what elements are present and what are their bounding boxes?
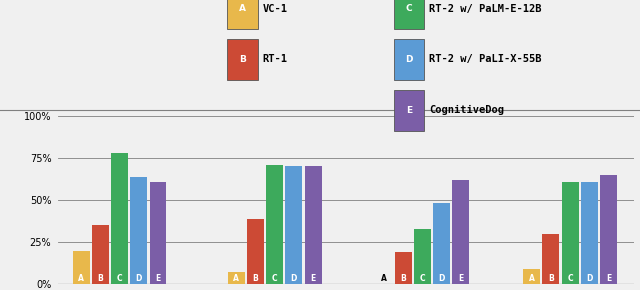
Text: D: D (291, 274, 297, 283)
Text: D: D (438, 274, 445, 283)
Bar (543, 234, 559, 284)
Bar (600, 175, 617, 284)
Text: B: B (401, 274, 406, 283)
Text: VC-1: VC-1 (262, 4, 287, 14)
Text: E: E (156, 274, 161, 283)
Bar (395, 252, 412, 284)
Bar (150, 182, 166, 284)
Bar (414, 229, 431, 284)
Text: A: A (381, 274, 387, 283)
Bar (247, 219, 264, 284)
Text: A: A (78, 274, 84, 283)
Bar (581, 182, 598, 284)
Text: E: E (458, 274, 463, 283)
Bar (266, 165, 283, 284)
Bar (92, 225, 109, 284)
Bar (285, 166, 302, 284)
Text: RT-2 w/ PaLM-E-12B: RT-2 w/ PaLM-E-12B (429, 4, 541, 14)
Text: C: C (272, 274, 278, 283)
Text: A: A (239, 4, 246, 13)
Text: C: C (567, 274, 573, 283)
Text: CognitiveDog: CognitiveDog (429, 105, 504, 115)
Bar (73, 251, 90, 284)
Bar (452, 180, 469, 284)
Text: C: C (406, 4, 412, 13)
Text: B: B (548, 274, 554, 283)
Text: RT-2 w/ PaLI-X-55B: RT-2 w/ PaLI-X-55B (429, 55, 541, 64)
Text: D: D (586, 274, 593, 283)
Text: C: C (117, 274, 122, 283)
Bar (228, 272, 244, 284)
Bar (433, 204, 450, 284)
Text: RT-1: RT-1 (262, 55, 287, 64)
Text: C: C (420, 274, 425, 283)
Bar (562, 182, 579, 284)
Text: D: D (136, 274, 142, 283)
Text: E: E (606, 274, 611, 283)
Text: B: B (97, 274, 103, 283)
Bar (524, 269, 540, 284)
Text: D: D (405, 55, 413, 64)
Text: E: E (406, 106, 412, 115)
Text: E: E (310, 274, 316, 283)
Text: B: B (253, 274, 259, 283)
Bar (305, 166, 321, 284)
Text: A: A (234, 274, 239, 283)
Text: A: A (529, 274, 534, 283)
Bar (111, 153, 128, 284)
Bar (131, 177, 147, 284)
Text: B: B (239, 55, 246, 64)
